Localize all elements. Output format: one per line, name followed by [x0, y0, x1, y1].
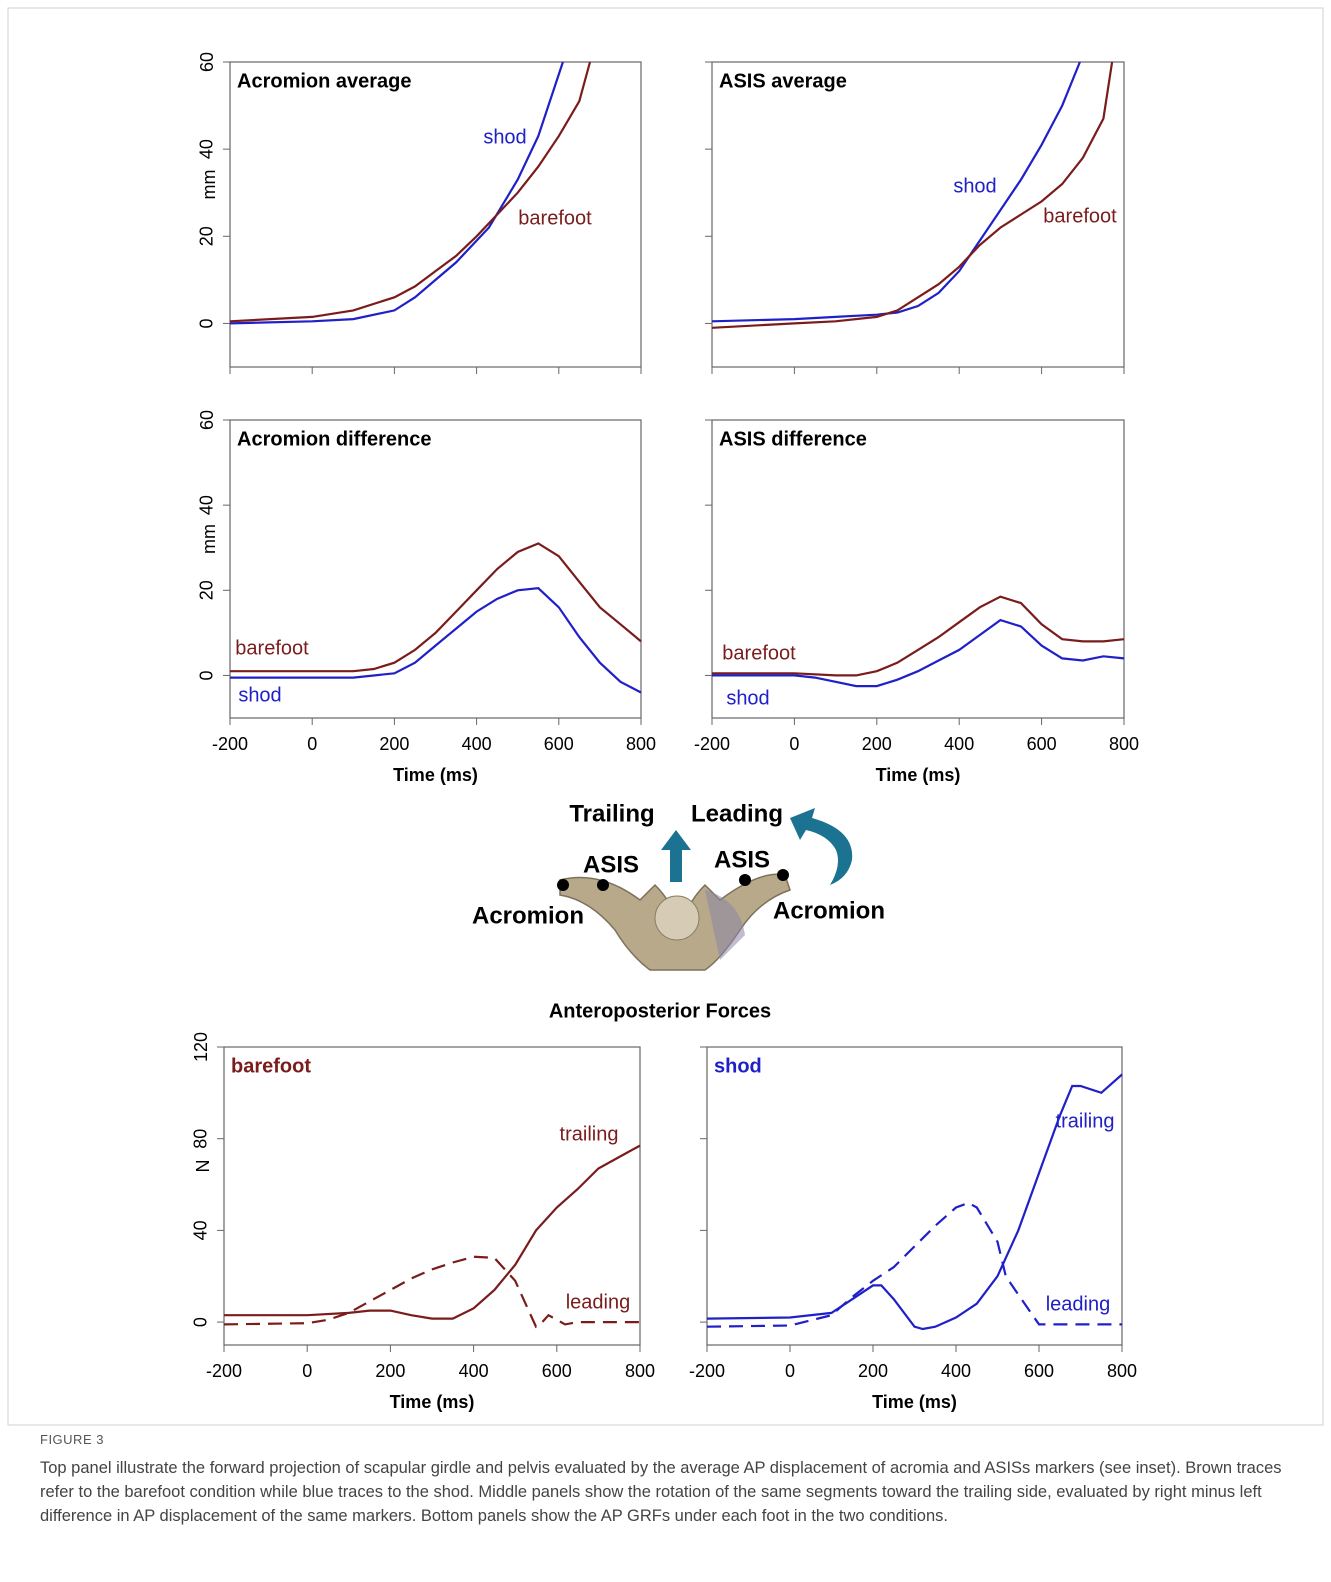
- series-label: barefoot: [518, 207, 592, 229]
- inset-label: ASIS: [583, 851, 639, 878]
- series-line: [712, 62, 1112, 328]
- x-axis-label: Time (ms): [876, 765, 961, 785]
- x-tick-label: 200: [379, 734, 409, 754]
- marker-dot: [597, 879, 609, 891]
- x-tick-label: 800: [625, 1361, 655, 1381]
- section-heading: Anteroposterior Forces: [549, 1000, 771, 1022]
- x-tick-label: 200: [858, 1361, 888, 1381]
- x-tick-label: 200: [375, 1361, 405, 1381]
- y-tick-label: 60: [197, 52, 217, 72]
- series-label: shod: [953, 175, 996, 197]
- figure: Trailing Leading ASIS ASIS Acromion Acro…: [0, 0, 1331, 1582]
- x-tick-label: 0: [789, 734, 799, 754]
- plot-frame: [230, 420, 641, 718]
- y-tick-label: 20: [197, 226, 217, 246]
- inset-label: Acromion: [773, 897, 885, 924]
- figure-frame: [8, 8, 1323, 1425]
- series-label: trailing: [560, 1123, 619, 1145]
- x-tick-label: 800: [1109, 734, 1139, 754]
- chart-title: Acromion average: [237, 70, 412, 92]
- y-tick-label: 40: [197, 139, 217, 159]
- x-tick-label: 600: [1024, 1361, 1054, 1381]
- y-tick-label: 20: [197, 580, 217, 600]
- rotation-arrow: [790, 808, 852, 885]
- x-tick-label: 600: [544, 734, 574, 754]
- chart-title: ASIS difference: [719, 428, 867, 450]
- series-label: shod: [483, 126, 526, 148]
- x-tick-label: 400: [459, 1361, 489, 1381]
- inset-label: Trailing: [569, 800, 654, 827]
- x-tick-label: -200: [689, 1361, 725, 1381]
- marker-dot: [557, 879, 569, 891]
- x-tick-label: 400: [944, 734, 974, 754]
- series-label: shod: [726, 687, 769, 709]
- series-label: shod: [238, 684, 281, 706]
- x-axis-label: Time (ms): [393, 765, 478, 785]
- inset-label: Acromion: [472, 902, 584, 929]
- x-tick-label: 600: [1027, 734, 1057, 754]
- y-axis-label: mm: [199, 524, 219, 554]
- x-tick-label: 800: [626, 734, 656, 754]
- series-line: [230, 62, 590, 321]
- series-label: barefoot: [1043, 205, 1117, 227]
- y-axis-label: mm: [199, 170, 219, 200]
- chart-title: shod: [714, 1055, 762, 1077]
- chart-title: Acromion difference: [237, 428, 431, 450]
- x-tick-label: 0: [302, 1361, 312, 1381]
- chart-title: barefoot: [231, 1055, 311, 1077]
- forward-arrow: [661, 830, 691, 882]
- y-tick-label: 0: [197, 318, 217, 328]
- inset-label: ASIS: [714, 846, 770, 873]
- series-label: barefoot: [235, 637, 309, 659]
- y-tick-label: 60: [197, 410, 217, 430]
- x-axis-label: Time (ms): [390, 1392, 475, 1412]
- x-tick-label: 0: [307, 734, 317, 754]
- series-line: [230, 62, 563, 323]
- caption-label: FIGURE 3: [40, 1432, 104, 1447]
- y-tick-label: 40: [197, 495, 217, 515]
- x-tick-label: -200: [694, 734, 730, 754]
- caption-text: Top panel illustrate the forward project…: [40, 1456, 1302, 1528]
- page: {"chart_data": [ {"type": "line", "title…: [0, 0, 1331, 1582]
- x-tick-label: 600: [542, 1361, 572, 1381]
- y-tick-label: 0: [191, 1317, 211, 1327]
- marker-dot: [739, 874, 751, 886]
- y-tick-label: 120: [191, 1032, 211, 1062]
- y-tick-label: 0: [197, 670, 217, 680]
- y-tick-label: 80: [191, 1129, 211, 1149]
- series-line: [712, 62, 1080, 321]
- x-tick-label: 400: [462, 734, 492, 754]
- inset-diagram: Trailing Leading ASIS ASIS Acromion Acro…: [472, 800, 885, 970]
- y-tick-label: 40: [191, 1220, 211, 1240]
- x-axis-label: Time (ms): [872, 1392, 957, 1412]
- x-tick-label: 200: [862, 734, 892, 754]
- x-tick-label: 400: [941, 1361, 971, 1381]
- series-label: barefoot: [722, 642, 796, 664]
- y-axis-label: N: [193, 1160, 213, 1173]
- x-tick-label: 800: [1107, 1361, 1137, 1381]
- series-label: leading: [1046, 1293, 1111, 1315]
- x-tick-label: -200: [212, 734, 248, 754]
- inset-label: Leading: [691, 800, 783, 827]
- x-tick-label: -200: [206, 1361, 242, 1381]
- chart-title: ASIS average: [719, 70, 847, 92]
- series-label: leading: [566, 1291, 631, 1313]
- series-label: trailing: [1056, 1110, 1115, 1132]
- marker-dot: [777, 869, 789, 881]
- x-tick-label: 0: [785, 1361, 795, 1381]
- vertebra: [655, 896, 699, 940]
